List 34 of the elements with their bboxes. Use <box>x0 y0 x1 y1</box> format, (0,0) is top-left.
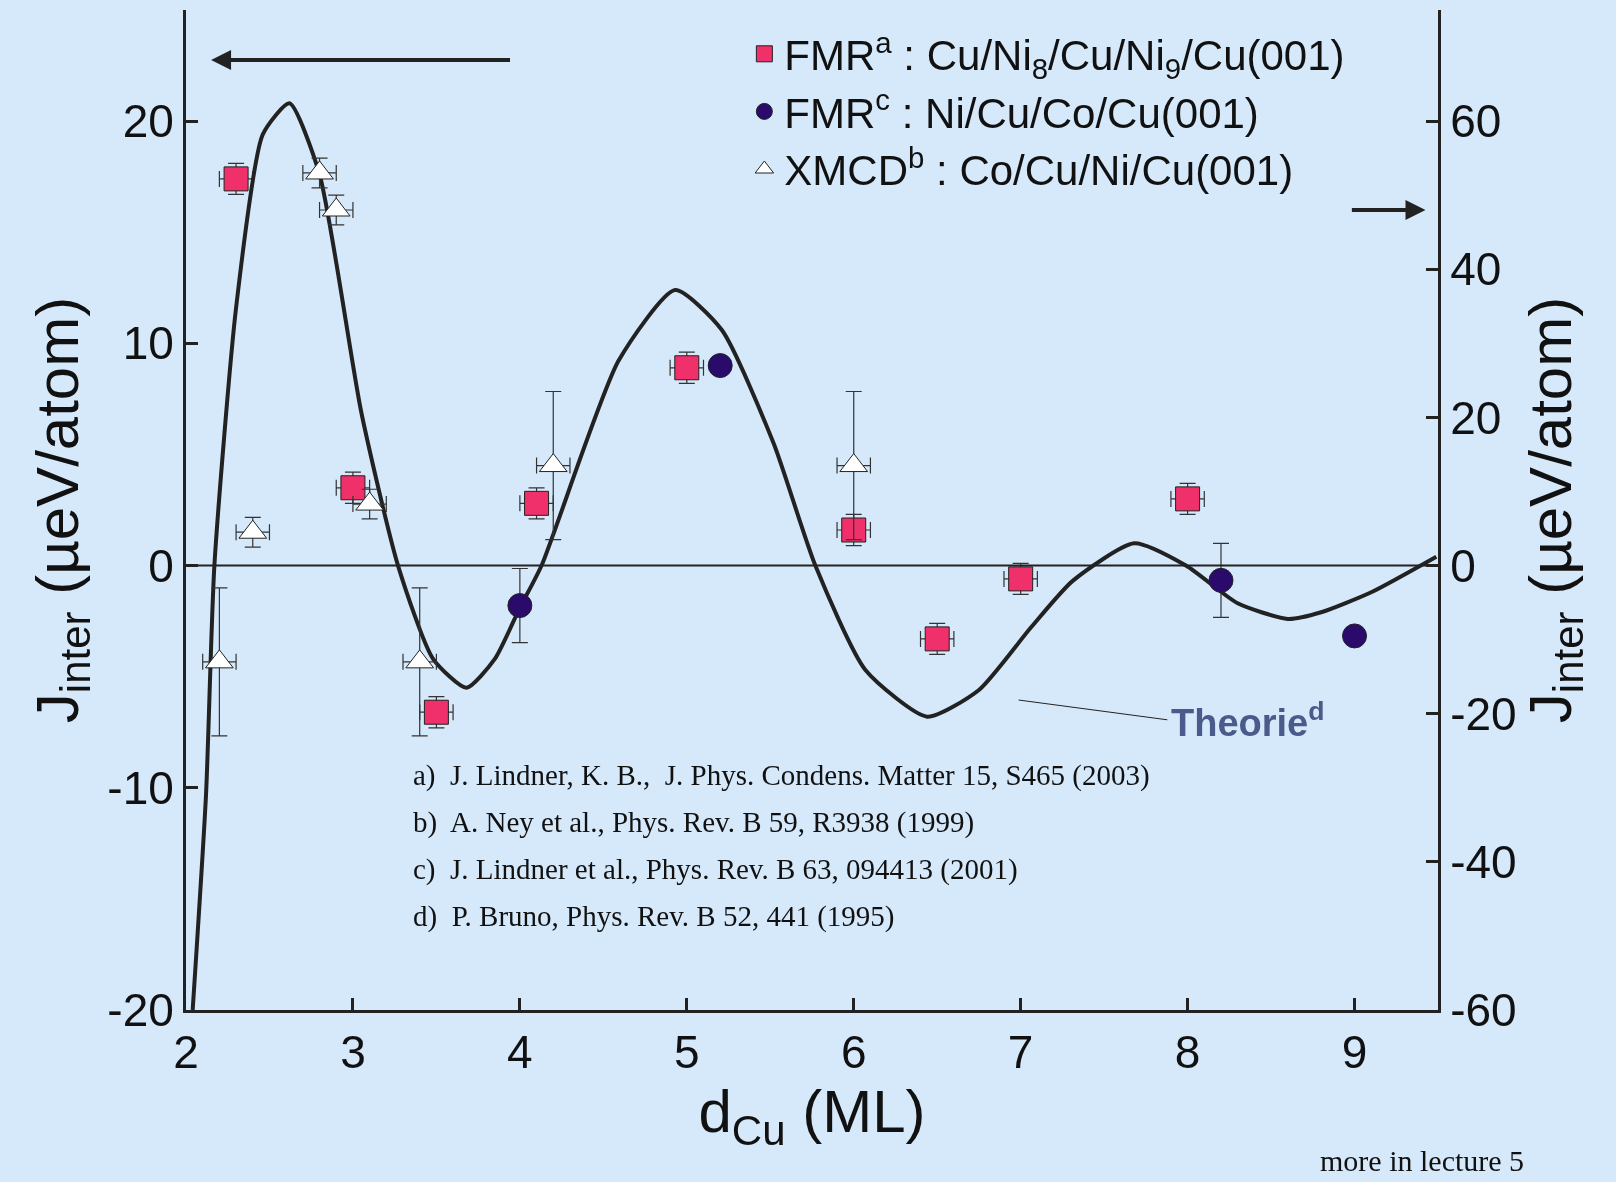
legend-label: FMR$^{c}$ : Ni/Cu/Co/Cu(001) <box>784 83 1259 137</box>
y2-tick-label: 60 <box>1450 95 1502 148</box>
y-tick-label: 20 <box>122 95 174 148</box>
y2-tick-label: -40 <box>1450 835 1517 888</box>
y-tick-label: -10 <box>107 761 174 814</box>
y2-tick-label: -60 <box>1450 984 1517 1037</box>
point <box>223 166 249 192</box>
x-tick-label: 8 <box>1174 1026 1201 1079</box>
point <box>1008 566 1034 592</box>
x-tick-label: 2 <box>173 1026 199 1079</box>
x-tick-label: 7 <box>1007 1026 1034 1079</box>
y-tick-label: 10 <box>122 317 174 370</box>
y2-tick-label: -20 <box>1450 687 1517 740</box>
point <box>1175 486 1201 512</box>
text: more in lecture 5 <box>1320 1144 1525 1177</box>
point <box>841 517 867 543</box>
x-tick-label: 5 <box>674 1026 700 1079</box>
annotation: b) A. Ney et al., Phys. Rev. B 59, R3938 (1999) <box>413 806 975 839</box>
x-tick-label: 3 <box>340 1026 366 1079</box>
annotation: d) P. Bruno, Phys. Rev. B 52, 441 (1995) <box>413 900 895 933</box>
x-tick-label: 4 <box>507 1026 533 1079</box>
x-tick-label: 6 <box>840 1026 867 1079</box>
x-tick-label: 9 <box>1341 1026 1368 1079</box>
annotation: Theorie$^{d}$ <box>1171 696 1325 744</box>
annotation: c) J. Lindner et al., Phys. Rev. B 63, 094413 (2001) <box>413 853 1018 886</box>
y2-tick-label: 20 <box>1450 391 1502 444</box>
annotation: a) J. Lindner, K. B., J. Phys. Condens. Matter 15, S465 (2003) <box>413 759 1150 792</box>
x-axis-title: d$_{Cu}$ (ML) <box>698 1078 926 1154</box>
y-tick-label: -20 <box>107 984 174 1037</box>
y2-tick-label: 0 <box>1450 539 1476 592</box>
legend-label: FMR$^{a}$ : Cu/Ni$_{8}$/Cu/Ni$_{9}$/Cu(001) <box>784 25 1345 85</box>
y2-tick-label: 40 <box>1450 243 1502 296</box>
y-tick-label: 0 <box>148 539 174 592</box>
legend-label: XMCD$^{b}$ : Co/Cu/Ni/Cu(001) <box>784 140 1294 195</box>
